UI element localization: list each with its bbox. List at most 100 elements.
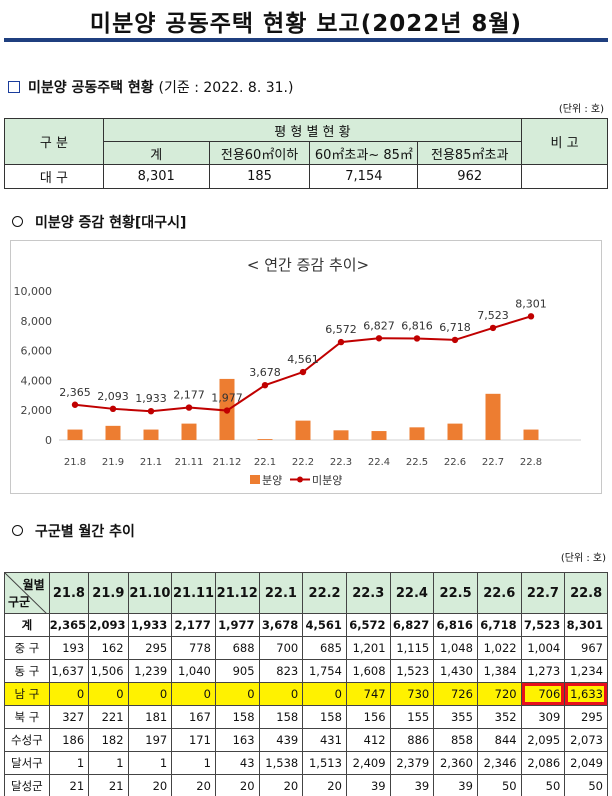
table-cell: 2,365 — [48, 613, 90, 637]
line-point — [223, 407, 231, 414]
legend-bar-label: 분양 — [262, 474, 282, 487]
y-tick-label: 4,000 — [21, 374, 53, 387]
line-point — [185, 404, 193, 411]
line-point — [375, 335, 383, 342]
district-label: 동 구 — [4, 659, 50, 683]
table-cell: 1 — [127, 751, 173, 775]
table-cell: 2,095 — [520, 728, 566, 752]
header-under60: 전용60㎡이하 — [208, 141, 311, 165]
legend-line-marker — [297, 476, 303, 483]
table-cell: 20 — [258, 774, 304, 796]
table-cell: 726 — [433, 682, 478, 706]
table-cell: 1,004 — [520, 636, 566, 660]
table-cell: 439 — [258, 728, 304, 752]
corner-month-label: 월별 — [22, 578, 45, 592]
section3-heading: 구군별 월간 추이 — [12, 521, 135, 541]
table-cell: 778 — [171, 636, 216, 660]
table-cell: 20 — [171, 774, 216, 796]
table-cell: 685 — [302, 636, 347, 660]
table-cell: 1,754 — [302, 659, 347, 683]
month-header: 22.1 — [258, 572, 304, 614]
x-tick-label: 22.1 — [254, 457, 276, 468]
table-cell: 158 — [302, 705, 347, 729]
month-header: 22.2 — [302, 572, 347, 614]
x-tick-label: 22.2 — [292, 457, 314, 468]
bar — [485, 393, 501, 440]
diagonal-line — [5, 573, 47, 613]
table-cell: 0 — [214, 682, 260, 706]
table-row: 달서구 1 1 1 1 43 1,538 1,513 2,409 2,379 2,360 2,346 2… — [4, 751, 608, 775]
table-cell: 50 — [520, 774, 566, 796]
x-tick-label: 22.6 — [444, 457, 466, 468]
table-cell: 181 — [127, 705, 173, 729]
bar — [295, 420, 311, 440]
month-header: 21.11 — [171, 572, 216, 614]
table-cell: 858 — [433, 728, 478, 752]
table-cell: 50 — [564, 774, 608, 796]
month-header: 21.8 — [48, 572, 90, 614]
data-label: 6,816 — [401, 319, 433, 332]
month-header: 21.9 — [88, 572, 129, 614]
y-tick-label: 2,000 — [21, 404, 53, 417]
table-cell: 823 — [258, 659, 304, 683]
table-row: 북 구 327 221 181 167 158 158 158 156 155 355 352 309 2… — [4, 705, 608, 729]
table-cell: 1,273 — [520, 659, 566, 683]
district-label: 중 구 — [4, 636, 50, 660]
table-row: 남 구 0 0 0 0 0 0 0 747 730 726 720 706 1,633 — [4, 682, 608, 706]
table-cell: 327 — [48, 705, 90, 729]
section1-heading: 미분양 공동주택 현황 (기준 : 2022. 8. 31.) — [8, 77, 293, 97]
table-cell: 2,073 — [564, 728, 608, 752]
line-point — [337, 338, 345, 346]
data-label: 6,572 — [325, 323, 357, 336]
cell-remarks — [521, 164, 608, 189]
square-bullet-icon — [8, 81, 20, 93]
x-tick-label: 21.1 — [140, 457, 162, 468]
district-table: 월별 구군 21.8 21.9 21.10 21.11 21.12 22.1 22.2 22.3 2… — [4, 572, 608, 796]
table-cell: 156 — [345, 705, 391, 729]
table-cell: 7,523 — [520, 613, 566, 637]
x-tick-label: 22.4 — [368, 457, 390, 468]
line-point — [413, 335, 421, 342]
table-cell: 186 — [48, 728, 90, 752]
month-header: 22.8 — [564, 572, 608, 614]
x-tick-label: 22.7 — [482, 457, 504, 468]
line-point — [527, 313, 535, 320]
table-cell: 1,637 — [48, 659, 90, 683]
bar — [143, 429, 159, 440]
district-label: 달성군 — [4, 774, 50, 796]
x-tick-label: 22.5 — [406, 457, 428, 468]
bar — [523, 429, 539, 440]
table-cell: 886 — [389, 728, 435, 752]
table-cell: 158 — [258, 705, 304, 729]
x-tick-label: 21.8 — [64, 457, 86, 468]
table-cell: 6,718 — [476, 613, 522, 637]
table-cell: 155 — [389, 705, 435, 729]
legend-line-label: 미분양 — [312, 474, 342, 487]
district-label: 달서구 — [4, 751, 50, 775]
table-cell: 2,086 — [520, 751, 566, 775]
title-underline — [4, 38, 608, 42]
trend-chart: < 연간 증감 추이> 10,000 8,000 6,000 4,000 2,000 0 2,… — [10, 240, 602, 494]
table-cell: 4,561 — [302, 613, 347, 637]
table-cell: 309 — [520, 705, 566, 729]
data-label: 2,093 — [97, 390, 129, 403]
data-label: 3,678 — [249, 366, 281, 379]
summary-table: 구 분 평 형 별 현 황 비 고 계 전용60㎡이하 60㎡초과~ 85㎡ 전… — [4, 118, 608, 189]
table-cell: 688 — [214, 636, 260, 660]
table-cell: 2,049 — [564, 751, 608, 775]
table-cell: 1,523 — [389, 659, 435, 683]
header-60to85: 60㎡초과~ 85㎡ — [309, 141, 419, 165]
month-header: 22.4 — [389, 572, 435, 614]
table-row: 동 구 1,637 1,506 1,239 1,040 905 823 1,754 1,608 1… — [4, 659, 608, 683]
table-cell: 0 — [302, 682, 347, 706]
bar — [333, 430, 349, 440]
table-cell: 431 — [302, 728, 347, 752]
district-label: 남 구 — [4, 682, 50, 706]
table-cell: 20 — [127, 774, 173, 796]
district-label: 수성구 — [4, 728, 50, 752]
table-cell: 20 — [302, 774, 347, 796]
line-point — [261, 381, 269, 389]
table-cell: 162 — [88, 636, 129, 660]
month-header: 21.10 — [127, 572, 173, 614]
table-row: 대 구 8,301 185 7,154 962 — [4, 164, 608, 189]
